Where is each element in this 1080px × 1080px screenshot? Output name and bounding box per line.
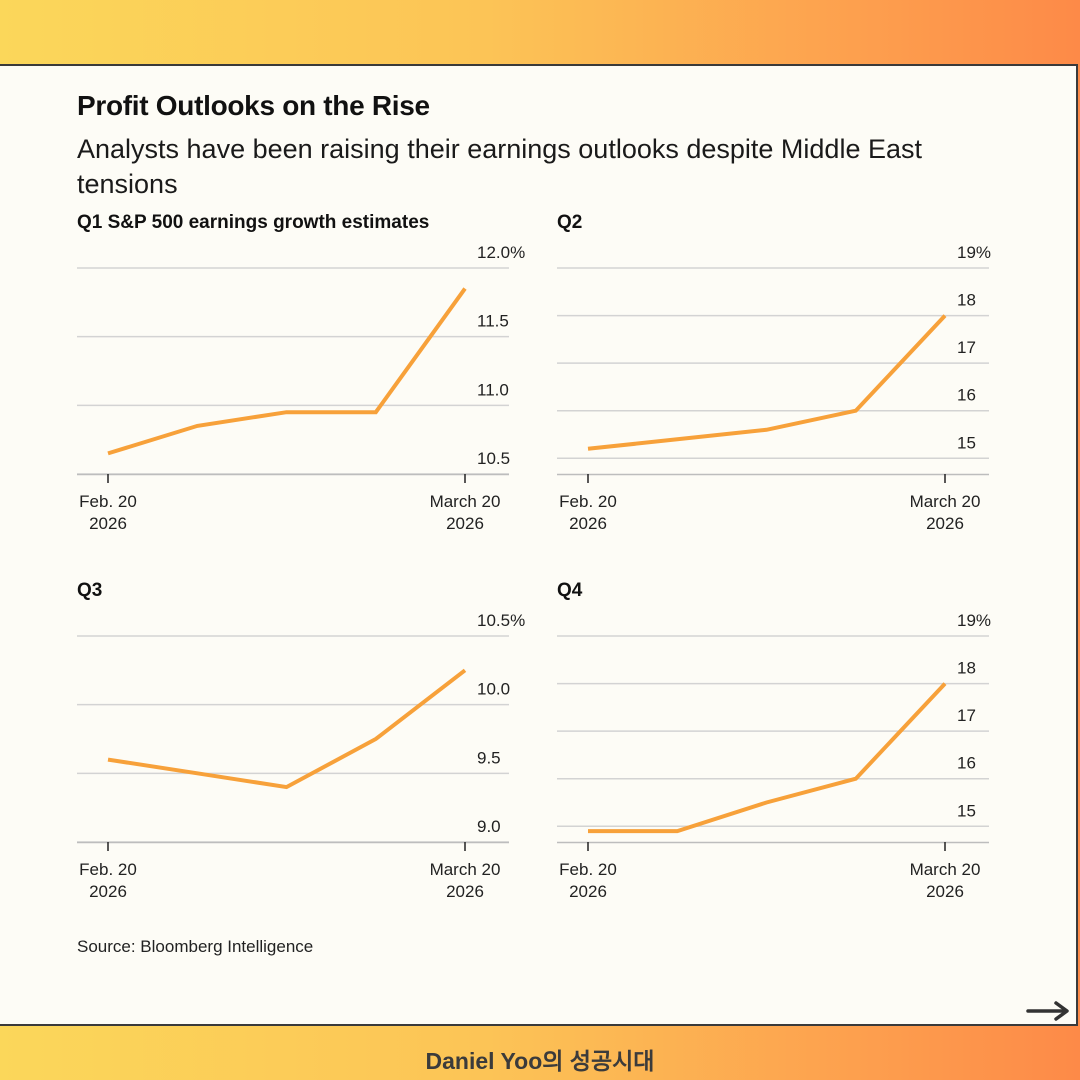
y-tick-label: 9.0 <box>477 817 501 836</box>
y-tick-label: 10.5 <box>477 449 510 468</box>
chart-title: Q1 S&P 500 earnings growth estimates <box>77 212 430 233</box>
y-tick-label: 11.5 <box>477 312 509 331</box>
chart-title: Q4 <box>557 580 583 601</box>
y-tick-label: 19% <box>957 611 991 630</box>
y-tick-label: 16 <box>957 754 976 773</box>
y-tick-label: 16 <box>957 386 976 405</box>
y-tick-label: 10.5% <box>477 611 525 630</box>
x-tick-label: March 20 <box>910 860 981 879</box>
chart-q1: Q1 S&P 500 earnings growth estimates 12.… <box>77 212 537 542</box>
x-tick-label: March 20 <box>430 492 501 511</box>
x-tick-label: Feb. 20 <box>79 860 137 879</box>
x-tick-label: Feb. 20 <box>559 492 617 511</box>
chart-svg: 19% 18 17 16 15 Feb. 20 2026 March 20 2026 <box>557 243 991 533</box>
page-title: Profit Outlooks on the Rise <box>77 90 430 121</box>
x-tick-label: March 20 <box>910 492 981 511</box>
x-tick-label: 2026 <box>569 882 607 901</box>
source-note: Source: Bloomberg Intelligence <box>77 937 314 956</box>
series-line <box>588 682 947 834</box>
y-tick-label: 15 <box>957 801 976 820</box>
y-tick-label: 9.5 <box>477 748 501 767</box>
x-tick-label: 2026 <box>926 514 964 533</box>
x-tick-label: 2026 <box>446 882 484 901</box>
y-tick-label: 10.0 <box>477 680 510 699</box>
chart-title: Q3 <box>77 580 103 601</box>
x-tick-label: 2026 <box>89 882 127 901</box>
y-tick-label: 17 <box>957 706 976 725</box>
x-tick-label: Feb. 20 <box>79 492 137 511</box>
x-tick-label: March 20 <box>430 860 501 879</box>
chart-svg: 10.5% 10.0 9.5 9.0 Feb. 20 2026 March 20 2026 <box>77 611 525 901</box>
x-tick-label: 2026 <box>89 514 127 533</box>
footer-brand: Daniel Yoo의 성공시대 <box>425 1048 655 1074</box>
x-tick-label: 2026 <box>446 514 484 533</box>
chart-q2: Q2 19% 18 17 16 15 Feb. 20 2026 March 20 2026 <box>557 212 1017 542</box>
y-tick-label: 15 <box>957 433 976 452</box>
page-subtitle: Analysts have been raising their earning… <box>77 134 922 199</box>
x-tick-label: 2026 <box>569 514 607 533</box>
chart-card <box>0 64 1078 1026</box>
x-tick-label: 2026 <box>926 882 964 901</box>
x-tick-label: Feb. 20 <box>559 860 617 879</box>
series-line <box>107 668 467 790</box>
chart-svg: 12.0% 11.5 11.0 10.5 Feb. 20 2026 March 20 2026 <box>77 243 525 533</box>
chart-svg: 19% 18 17 16 15 Feb. 20 2026 March 20 2026 <box>557 611 991 901</box>
y-tick-label: 11.0 <box>477 380 509 399</box>
chart-q4: Q4 19% 18 17 16 15 Feb. 20 2026 March 20 2026 <box>557 580 1017 910</box>
y-tick-label: 19% <box>957 243 991 262</box>
series-line <box>107 287 467 456</box>
series-line <box>587 314 947 451</box>
y-tick-label: 18 <box>957 659 976 678</box>
chart-q3: Q3 10.5% 10.0 9.5 9.0 Feb. 20 2026 March 20 202… <box>77 580 537 910</box>
y-tick-label: 17 <box>957 338 976 357</box>
y-tick-label: 18 <box>957 291 976 310</box>
chart-title: Q2 <box>557 212 583 233</box>
arrow-right-icon[interactable] <box>1026 996 1072 1026</box>
y-tick-label: 12.0% <box>477 243 525 262</box>
